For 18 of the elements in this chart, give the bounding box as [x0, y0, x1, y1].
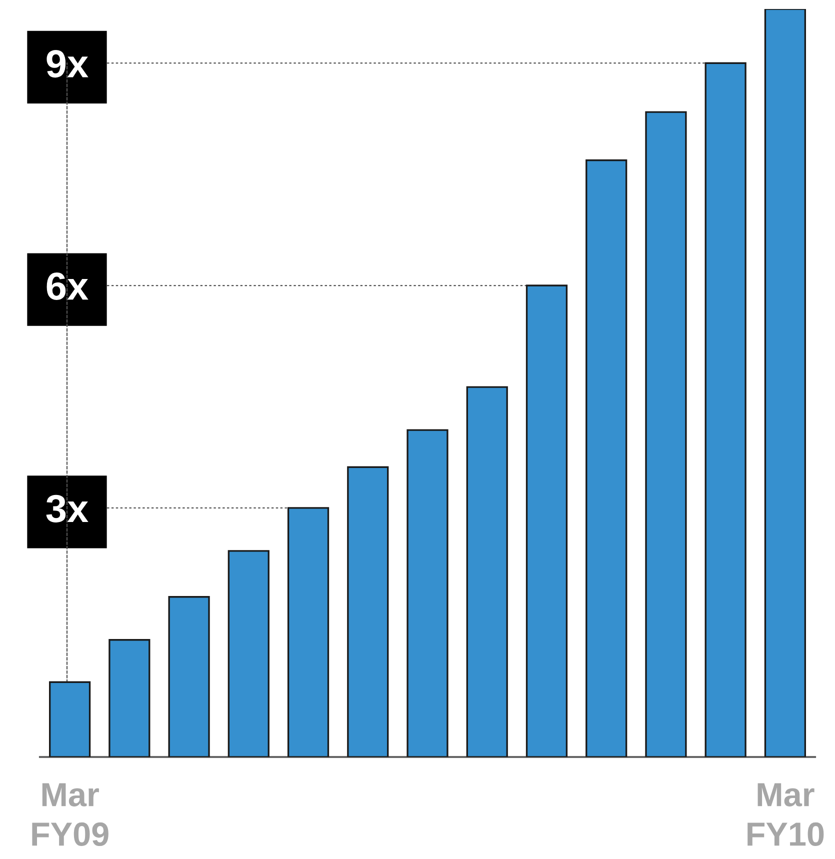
- bar: [466, 386, 508, 757]
- bar: [287, 507, 330, 757]
- bar: [228, 550, 270, 757]
- bar: [108, 639, 150, 757]
- bar: [526, 284, 568, 757]
- bar: [347, 466, 389, 757]
- y-tick-label: 3x: [46, 494, 88, 522]
- bar: [406, 429, 448, 757]
- x-tick-label: Mar FY10: [748, 783, 824, 846]
- y-tick-label: 9x: [46, 50, 88, 78]
- bar: [168, 596, 210, 757]
- bar: [586, 159, 628, 757]
- bar: [645, 111, 687, 757]
- bar: [49, 681, 91, 757]
- x-tick-label: Mar FY09: [32, 783, 108, 846]
- y-tick-label: 6x: [46, 272, 88, 300]
- bar: [704, 62, 746, 757]
- bar: [764, 9, 806, 757]
